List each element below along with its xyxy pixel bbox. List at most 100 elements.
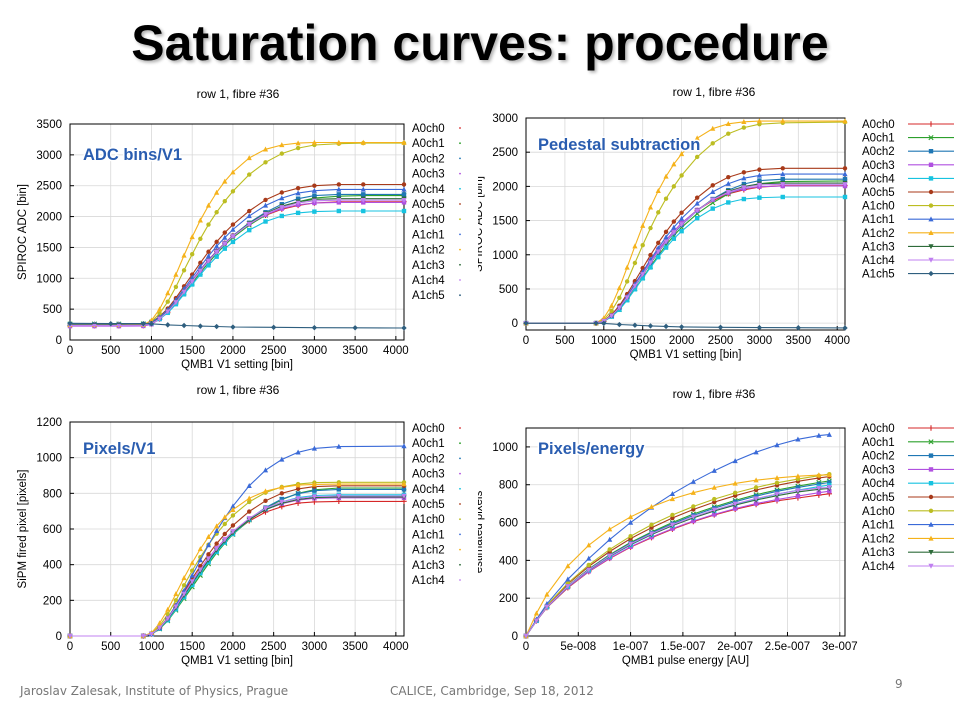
data-point [336,139,342,145]
data-point [279,499,285,505]
data-point [205,534,212,540]
legend-swatch [459,442,461,445]
data-point [679,151,685,157]
data-point [725,180,731,186]
data-point [753,496,759,502]
legend-swatch [459,279,461,281]
data-point [247,172,252,177]
y-tick-label: 0 [512,631,518,643]
legend-label: A0ch1 [412,438,445,450]
x-tick-label: 1500 [179,345,205,357]
overlay-label: ADC bins/V1 [83,146,182,164]
data-point [753,485,759,490]
data-point [198,260,203,266]
x-tick-label: 0 [523,641,529,653]
data-point [197,263,203,269]
legend-label: A1ch2 [862,228,895,240]
x-axis-label: QMB1 V1 setting [bin] [181,655,293,667]
data-point [222,531,227,537]
data-point [181,252,187,258]
data-point [205,542,212,548]
data-point [826,485,832,491]
data-point [198,272,203,277]
legend-swatch [459,533,461,536]
data-point [756,324,763,331]
data-point [214,546,220,552]
chart-pixels-energy: 0 5e-008 1e-007 1.5e-007 2e-007 2.5e-007 3e-00… [478,387,954,667]
data-point [311,494,317,500]
data-point [617,295,622,301]
data-point [311,187,317,193]
legend-label: A0ch4 [412,484,445,496]
chart-title: row 1, fibre #36 [197,88,280,101]
data-point [230,222,236,227]
y-tick-label: 2500 [36,181,62,193]
data-point [230,169,236,175]
data-point [157,625,163,631]
legend-swatch [459,187,461,190]
data-point [842,118,848,124]
data-point [230,226,236,232]
data-point [679,228,684,234]
y-tick-label: 1200 [36,417,62,429]
data-point [312,183,317,188]
data-point [336,481,342,487]
legend-label: A0ch3 [862,464,895,476]
series-line [70,210,404,326]
data-point [627,514,634,520]
legend-marker [928,425,934,431]
data-point [222,230,227,235]
data-point [780,182,786,188]
data-point [694,215,700,221]
legend-label: A1ch4 [862,561,895,573]
data-point [624,264,630,270]
data-point [108,320,114,327]
data-point [157,620,163,626]
series-line [70,195,404,325]
data-point [774,480,780,486]
data-point [213,323,220,330]
x-tick-label: 4000 [383,345,409,357]
data-point [669,496,676,502]
legend-label: A1ch3 [412,560,445,572]
data-point [726,174,731,180]
data-point [262,506,269,512]
series-A0ch5 [523,474,832,639]
series-line [526,178,845,324]
data-point [401,208,407,214]
x-tick-label: 1500 [179,641,205,653]
legend-swatch [459,142,461,145]
data-point [671,184,677,189]
x-tick-label: 500 [555,335,574,347]
data-point [360,139,366,145]
x-tick-label: 0 [67,641,73,653]
data-point [627,519,634,525]
legend-label: A0ch0 [862,119,895,131]
series-line [70,487,404,637]
legend-label: A0ch5 [412,199,445,211]
footer-author: Jaroslav Zalesak, Institute of Physics, … [20,684,289,698]
data-point [295,196,301,201]
data-point [230,513,236,518]
data-point [648,531,655,537]
data-point [710,206,715,211]
data-point [616,285,622,291]
data-point [565,563,571,569]
data-point [795,493,801,499]
data-point [157,311,162,316]
data-point [632,260,638,266]
data-point [586,555,592,561]
data-point [279,205,285,211]
y-tick-label: 3000 [492,113,518,125]
data-point [246,495,252,501]
legend-label: A0ch3 [412,469,445,481]
legend-label: A0ch4 [862,478,895,490]
data-point [741,175,747,181]
data-point [710,125,716,131]
data-point [401,481,407,487]
legend-marker [928,162,934,167]
data-point [523,320,529,326]
legend-marker [928,270,934,277]
data-point [732,458,738,464]
legend-label: A1ch2 [862,533,895,545]
